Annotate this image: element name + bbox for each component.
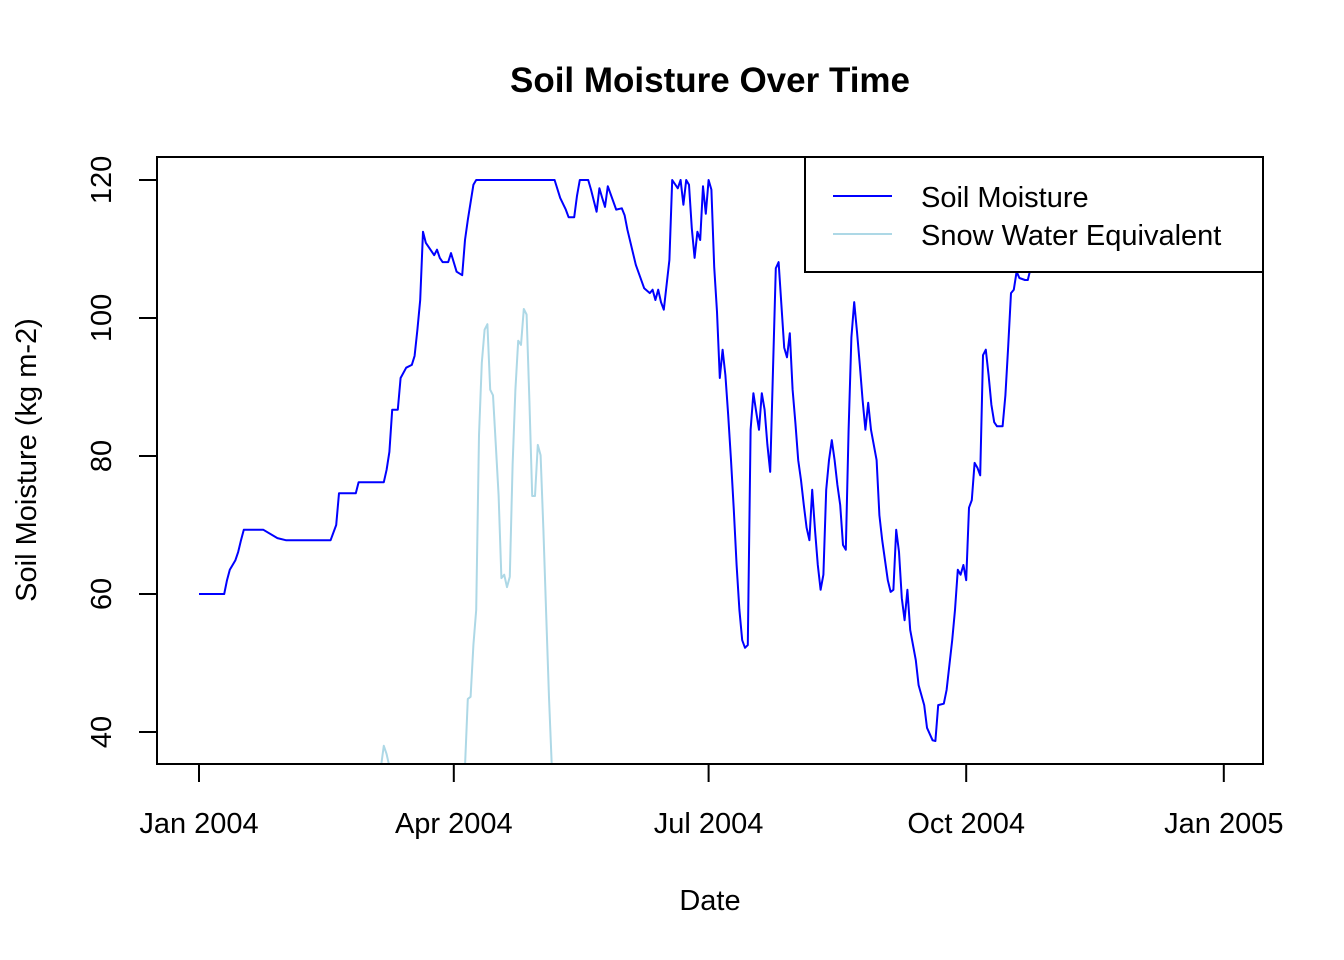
x-axis-label: Date [679,885,740,917]
plot-frame [156,156,1264,765]
y-axis-label: Soil Moisture (kg m-2) [11,318,43,602]
series-layer [199,179,1032,764]
x-tick-label: Apr 2004 [395,808,513,840]
y-tick-label: 60 [86,578,118,610]
x-tick-label: Jan 2005 [1164,808,1283,840]
legend-label-soil-moisture: Soil Moisture [921,182,1089,214]
x-tick-label: Jan 2004 [139,808,258,840]
y-tick-label: 80 [86,440,118,472]
x-tick-label: Oct 2004 [907,808,1025,840]
series-line-soil-moisture [199,179,1032,742]
legend: Soil Moisture Snow Water Equivalent [804,156,1264,273]
x-tick-label: Jul 2004 [654,808,764,840]
y-tick-label: 100 [86,294,118,342]
x-axis: Jan 2004 Apr 2004 Jul 2004 Oct 2004 Jan 2005 [139,764,1283,840]
legend-box [804,156,1264,273]
y-tick-label: 40 [86,716,118,748]
chart-title: Soil Moisture Over Time [510,61,910,100]
legend-label-snow-water-equivalent: Snow Water Equivalent [921,220,1221,252]
y-axis: 40 60 80 100 120 [86,156,157,748]
series-line-snow-water-equivalent [380,308,553,764]
y-tick-label: 120 [86,156,118,204]
